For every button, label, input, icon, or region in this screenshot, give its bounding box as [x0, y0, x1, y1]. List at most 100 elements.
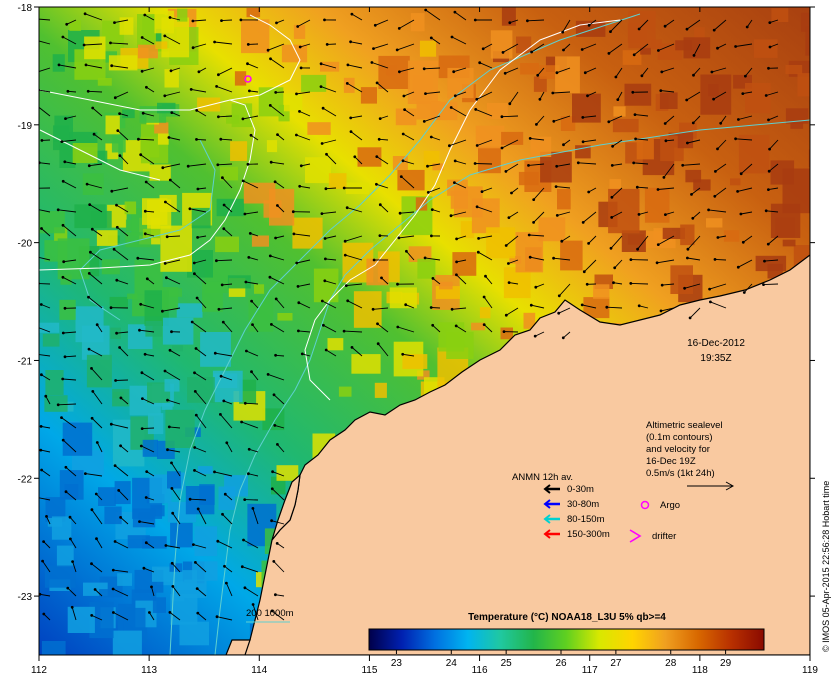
velocity-arrow [144, 180, 155, 189]
velocity-arrow [686, 139, 701, 145]
velocity-arrow [166, 398, 181, 405]
velocity-arrow [87, 295, 103, 309]
sst-pixel [501, 131, 524, 145]
velocity-arrow [61, 275, 77, 285]
velocity-arrow [323, 235, 337, 240]
velocity-arrow [196, 507, 207, 525]
velocity-arrow [536, 67, 545, 77]
velocity-arrow [163, 259, 181, 265]
velocity-arrow [484, 274, 493, 285]
velocity-arrow [688, 307, 701, 320]
velocity-arrow [69, 537, 77, 549]
isobath-1000m [169, 13, 641, 655]
sst-pixel [152, 597, 166, 613]
sst-pixel [374, 382, 387, 398]
velocity-arrow [243, 211, 259, 216]
sst-pixel [224, 475, 248, 497]
velocity-arrow [165, 276, 181, 285]
velocity-arrow [480, 187, 493, 194]
velocity-arrow [397, 235, 415, 240]
velocity-arrow [686, 256, 701, 261]
marker-legend: Argo drifter [629, 500, 680, 543]
velocity-arrow [39, 303, 51, 309]
velocity-arrow [502, 330, 519, 333]
velocity-arrow [616, 91, 623, 101]
velocity-arrow [109, 41, 129, 45]
sst-pixel [662, 227, 685, 239]
velocity-arrow [346, 299, 363, 309]
velocity-arrow [193, 272, 207, 285]
sst-pixel [271, 476, 286, 495]
sst-pixel [42, 333, 60, 347]
sst-pixel [366, 258, 389, 286]
velocity-arrow [709, 300, 727, 309]
sst-pixel [99, 589, 114, 598]
velocity-arrow [455, 235, 467, 241]
colorbar-title: Temperature (°C) NOAA18_L3U 5% qb>=4 [468, 612, 666, 623]
velocity-arrow [655, 259, 675, 265]
velocity-arrow [138, 328, 155, 333]
velocity-arrow [296, 19, 311, 28]
velocity-arrow [170, 561, 181, 573]
velocity-arrow [324, 187, 337, 191]
velocity-arrow [423, 256, 441, 261]
velocity-arrow [89, 250, 103, 261]
velocity-arrow [375, 155, 389, 165]
velocity-arrow [63, 160, 77, 165]
velocity-arrow [346, 63, 363, 69]
sst-pixel [675, 40, 692, 51]
velocity-arrow [692, 67, 701, 77]
anmn-legend-label: 80-150m [567, 514, 605, 525]
velocity-arrow [764, 91, 779, 97]
velocity-arrow [449, 211, 467, 218]
velocity-arrow [560, 235, 571, 243]
velocity-arrow [481, 43, 493, 51]
sst-pixel [432, 163, 444, 171]
velocity-arrow [614, 67, 623, 79]
velocity-arrow [194, 347, 207, 357]
velocity-arrow [656, 187, 675, 191]
velocity-arrow [251, 507, 259, 525]
velocity-arrow [657, 43, 675, 52]
velocity-arrow [714, 163, 727, 173]
velocity-arrow [188, 497, 207, 501]
sst-pixel [44, 395, 68, 412]
sst-pixel [438, 322, 465, 352]
velocity-arrow [581, 115, 597, 119]
velocity-arrow [66, 89, 77, 93]
sst-pixel [313, 268, 339, 303]
velocity-arrow [373, 19, 389, 27]
sst-pixel [593, 284, 610, 299]
velocity-arrow [561, 331, 571, 340]
velocity-arrow [532, 187, 545, 202]
anmn-legend-arrowhead [543, 529, 551, 539]
velocity-arrow [691, 211, 701, 220]
velocity-arrow [91, 390, 103, 405]
velocity-arrow [136, 256, 155, 261]
sst-pixel [241, 19, 270, 54]
sst-pixel [269, 188, 295, 226]
velocity-arrow [504, 235, 519, 247]
velocity-arrow [767, 187, 779, 192]
velocity-arrow [243, 498, 259, 501]
velocity-arrow [350, 346, 363, 357]
velocity-arrow [538, 91, 545, 101]
velocity-arrow [116, 129, 129, 141]
velocity-arrow [398, 67, 415, 74]
sst-pixel [800, 12, 810, 32]
sealevel-contour-3 [304, 19, 621, 401]
velocity-arrow [609, 19, 623, 33]
velocity-arrow [430, 234, 441, 238]
velocity-arrow [239, 18, 259, 22]
sst-pixel [230, 141, 248, 161]
velocity-arrow [171, 511, 181, 525]
velocity-arrow [632, 161, 649, 165]
velocity-arrow [168, 178, 181, 189]
velocity-arrow [637, 304, 649, 309]
velocity-arrow [164, 544, 181, 549]
velocity-arrow [193, 371, 207, 381]
map-panel [39, 7, 810, 655]
velocity-arrow [562, 139, 571, 147]
sst-pixel [164, 379, 180, 392]
velocity-arrow [345, 82, 363, 93]
